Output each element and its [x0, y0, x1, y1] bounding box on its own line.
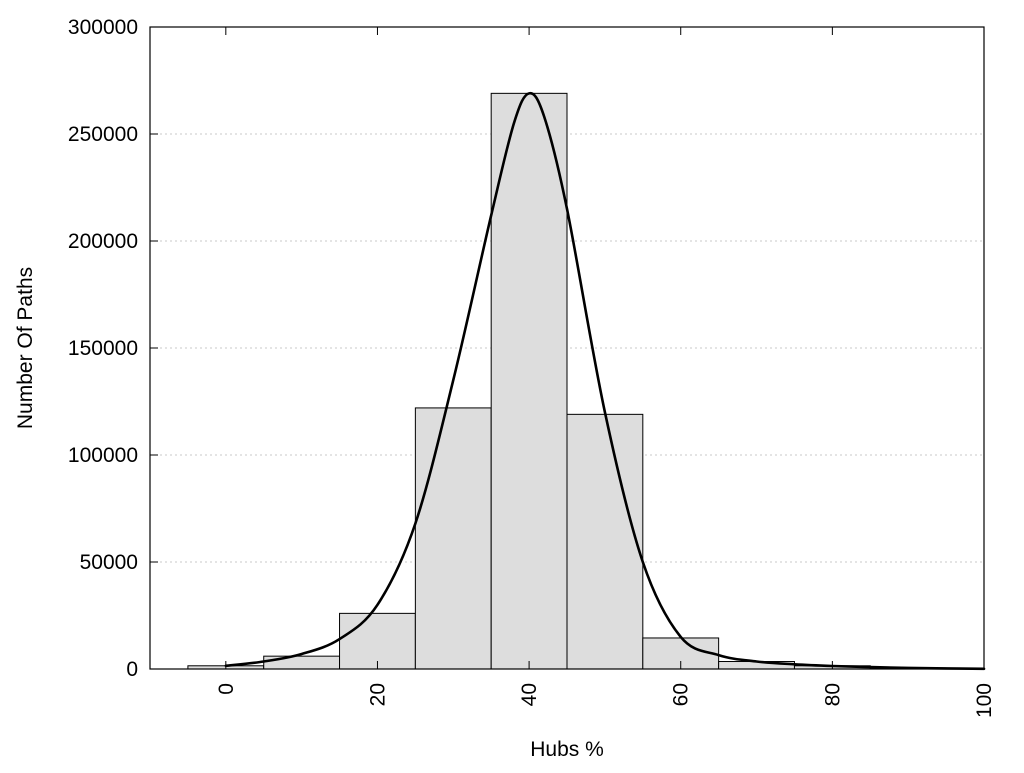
fit-curve-layer — [224, 91, 986, 671]
x-axis-title: Hubs % — [530, 738, 604, 761]
y-tick-label: 0 — [126, 658, 138, 681]
y-tick-label: 50000 — [80, 551, 138, 574]
y-tick-label: 150000 — [68, 337, 138, 360]
y-tick-label: 100000 — [68, 444, 138, 467]
histogram-bar — [566, 413, 644, 670]
histogram-bar — [263, 655, 341, 670]
axis-ticks: 0 50000 100000 150000 200000 250000 300000 0 20 4… — [68, 16, 996, 718]
fit-curve — [224, 91, 986, 671]
histogram-bar — [339, 612, 416, 670]
x-tick-label: 0 — [215, 683, 238, 695]
x-tick-label: 80 — [821, 683, 844, 706]
x-tick-label: 60 — [670, 683, 693, 706]
y-tick-label: 200000 — [68, 230, 138, 253]
y-tick-label: 300000 — [68, 16, 138, 39]
histogram-bar — [490, 92, 568, 670]
x-tick-label: 20 — [366, 683, 389, 706]
x-tick-label: 40 — [518, 683, 541, 706]
histogram-bars — [187, 92, 947, 670]
y-axis-title: Number Of Paths — [14, 267, 37, 429]
y-tick-label: 250000 — [68, 123, 138, 146]
x-tick-label: 100 — [973, 683, 996, 718]
histogram-bar — [414, 407, 492, 670]
